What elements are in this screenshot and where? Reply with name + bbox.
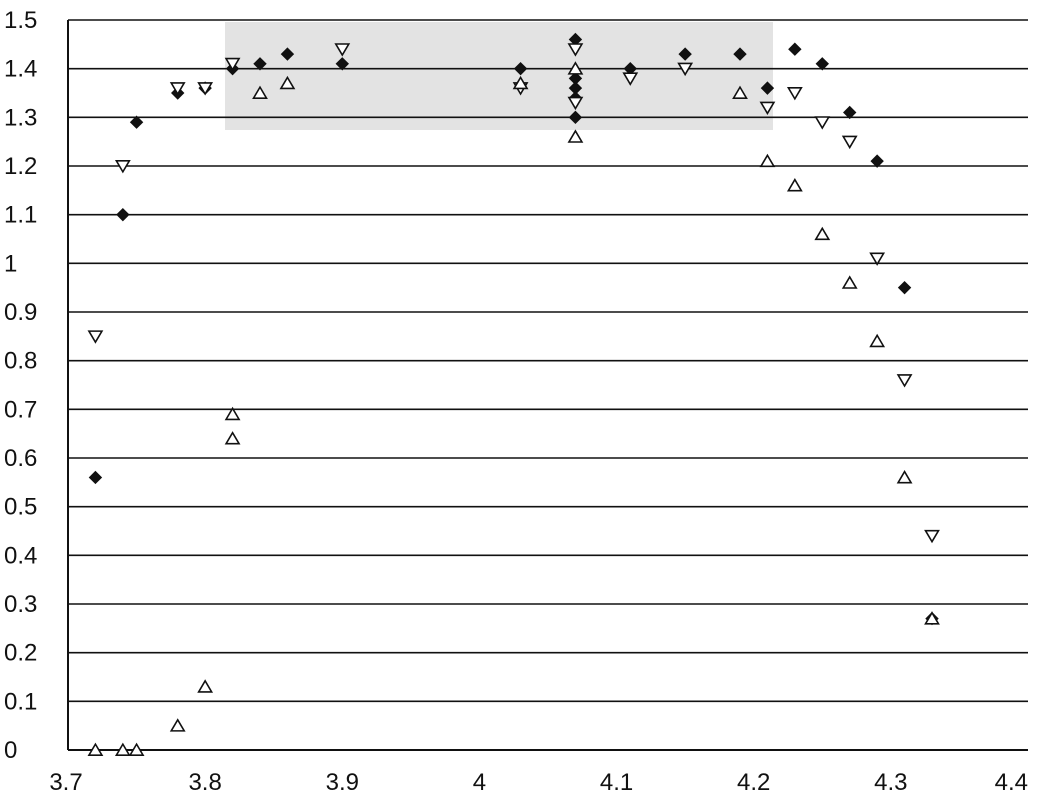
shaded-region [225,22,773,130]
y-tick-label: 1.3 [4,104,37,131]
x-tick-label: 3.8 [188,769,221,796]
y-tick-label: 1.1 [4,202,37,229]
diamond-point [129,115,144,129]
x-tick-label: 4.4 [995,769,1028,796]
triangle-down-point [567,43,584,57]
diamond-point [733,47,747,61]
triangle-down-point [622,72,639,86]
y-tick-label: 0.7 [4,396,37,423]
triangle-up-point [87,742,104,757]
triangle-up-point [759,153,776,168]
x-tick-label: 3.9 [326,769,359,796]
triangle-up-point [786,178,803,192]
triangle-up-point [279,75,296,90]
y-tick-label: 0.3 [4,591,37,618]
x-tick-label: 4.1 [600,769,633,796]
diamond-point [843,105,857,120]
y-tick-label: 1.2 [4,153,37,180]
y-tick-label: 0.8 [4,348,37,375]
triangle-down-point [87,330,104,344]
triangle-down-point [334,43,351,57]
diamond-point [253,57,267,71]
triangle-up-point [128,742,145,757]
diamond-point [897,280,912,295]
diamond-point [678,47,692,61]
triangle-up-point [169,718,186,732]
y-tick-label: 1.5 [4,7,37,34]
triangle-up-point [197,679,214,693]
diamond-point [788,42,802,56]
x-tick-label: 4.2 [737,769,770,796]
triangle-up-point [814,226,831,241]
triangle-up-point [924,611,940,625]
triangle-down-point [869,252,886,266]
triangle-up-point [252,85,268,99]
diamond-point [116,207,130,222]
diamond-point [870,154,884,168]
x-tick-label: 4 [473,769,486,796]
triangle-up-point [512,75,529,90]
triangle-down-point [759,101,776,116]
triangle-down-point [114,160,131,174]
y-tick-label: 0.5 [4,494,37,521]
diamond-point [760,81,775,95]
triangle-up-point [732,85,748,99]
diamond-point [513,61,528,76]
x-tick-labels: 3.7 3.8 3.9 4 4.1 4.2 4.3 4.4 [49,769,1028,796]
background-shading [225,22,773,130]
triangle-down-point [677,62,694,77]
triangle-up-point [224,431,241,445]
triangle-up-point [114,742,131,757]
gridlines [68,19,1028,703]
y-tick-label: 1 [4,250,17,277]
triangle-down-point [841,135,858,150]
triangle-down-point [786,87,803,101]
diamond-point [815,57,829,71]
x-tick-label: 3.7 [49,769,82,796]
triangle-down-point [169,82,186,96]
triangle-up-point [896,470,913,484]
y-tick-label: 0.2 [4,640,37,667]
diamond-point [568,110,583,125]
y-tick-label: 0.1 [4,688,37,715]
data-points [87,32,940,757]
triangle-up-point [841,275,858,289]
triangle-up-point [869,333,886,348]
triangle-down-point [814,116,831,130]
triangle-down-point [924,529,940,544]
diamond-point [335,57,349,71]
axes [67,20,1028,751]
triangle-down-point [896,374,913,388]
diamond-point [88,470,103,485]
triangle-up-point [567,61,584,75]
triangle-down-point [567,96,584,111]
y-tick-label: 0 [4,737,17,764]
y-tick-label: 0.4 [4,542,37,569]
y-tick-label: 1.4 [4,56,37,83]
diamond-point [280,47,295,61]
triangle-down-point [224,57,241,72]
triangle-up-point [224,406,241,421]
y-tick-labels: 0 0.1 0.2 0.3 0.4 0.5 0.6 0.7 0.8 0.9 1 1.1 1.2 1.3 1.… [4,7,37,764]
triangle-down-point [197,82,214,96]
triangle-up-point [567,129,584,143]
y-tick-label: 0.6 [4,445,37,472]
x-tick-label: 4.3 [874,769,907,796]
y-tick-label: 0.9 [4,299,37,326]
